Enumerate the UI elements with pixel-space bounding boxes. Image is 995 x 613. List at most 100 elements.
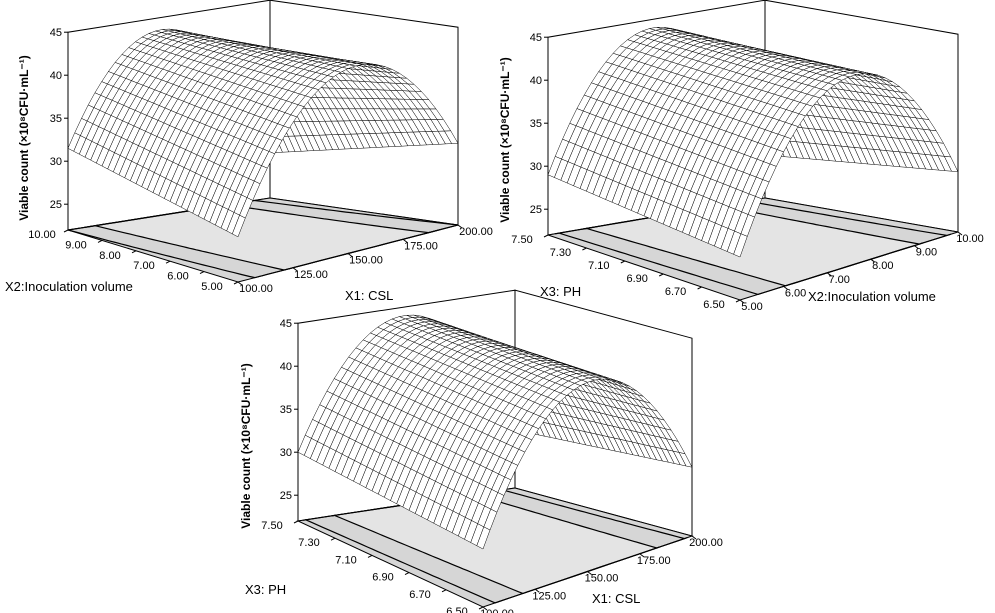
y-tick-label: 7.50 [511, 234, 532, 246]
z-tick-label: 40 [530, 75, 542, 87]
z-tick-label: 25 [530, 204, 542, 216]
x-tick [237, 281, 243, 286]
x-axis-label: X2:Inoculation volume [808, 289, 936, 304]
z-tick-label: 45 [280, 318, 292, 330]
x-tick [587, 571, 592, 575]
y-tick-label: 6.90 [626, 273, 647, 285]
y-tick [233, 281, 239, 285]
surface-mesh [297, 314, 693, 550]
y-tick-label: 9.00 [65, 239, 86, 251]
x-tick-label: 175.00 [404, 240, 438, 252]
z-tick-label: 40 [50, 70, 62, 82]
y-tick [131, 250, 137, 254]
x-tick-label: 125.00 [532, 590, 566, 602]
x-tick [292, 267, 298, 272]
x-tick-label: 125.00 [294, 269, 328, 281]
y-tick-label: 8.00 [99, 250, 120, 262]
y-tick-label: 7.30 [550, 247, 571, 259]
surface-plot-bottom: 25 30 35 40 45 100.00 125.00 150.00 175.00 200.00… [239, 289, 723, 613]
x-tick-label: 10.00 [956, 233, 984, 245]
z-axis-label: Viable count (×10⁸CFU·mL⁻¹) [239, 363, 253, 528]
y-tick-label: 5.00 [201, 281, 222, 293]
surface-mesh [547, 27, 959, 258]
y-tick [735, 299, 741, 303]
y-tick-label: 6.70 [409, 589, 430, 601]
y-tick [293, 520, 299, 524]
y-tick [658, 273, 664, 277]
z-tick-label: 30 [50, 156, 62, 168]
x-tick [957, 231, 963, 236]
z-tick-label: 25 [280, 490, 292, 502]
y-tick-label: 7.00 [133, 260, 154, 272]
y-tick-label: 7.10 [335, 554, 356, 566]
x-tick [639, 553, 645, 558]
z-tick-label: 25 [50, 199, 62, 211]
y-tick [441, 589, 447, 593]
surface-plot-top-right: 25 30 35 40 45 5.00 6.00 7.00 8.00 9.00 10.00 6.50 6… [498, 0, 984, 313]
x-tick [402, 238, 408, 243]
z-axis-label: Viable count (×10⁸CFU·mL⁻¹) [498, 57, 512, 222]
y-tick [367, 554, 373, 558]
y-tick [620, 260, 626, 264]
y-tick [330, 537, 336, 541]
y-tick [543, 234, 549, 238]
x-tick [534, 588, 540, 593]
surface-cell [476, 526, 491, 550]
x-tick [739, 299, 745, 304]
y-axis-label: X3: PH [245, 582, 286, 597]
x-tick-label: 6.00 [785, 287, 806, 299]
surface-cell [231, 214, 246, 238]
y-tick-label: 6.00 [167, 271, 188, 283]
y-tick [478, 606, 484, 610]
x-tick-label: 175.00 [637, 555, 671, 567]
x-tick [783, 285, 788, 290]
x-tick-label: 150.00 [585, 573, 619, 585]
y-tick-label: 7.30 [298, 537, 319, 549]
x-tick-label: 100.00 [239, 283, 273, 295]
y-axis-label: X2:Inoculation volume [5, 279, 133, 294]
y-tick-label: 6.50 [703, 299, 724, 311]
x-tick-label: 100.00 [480, 608, 514, 613]
y-axis-label: X3: PH [540, 284, 581, 299]
x-tick-label: 7.00 [828, 274, 849, 286]
y-tick-label: 7.10 [588, 260, 609, 272]
y-tick [63, 229, 69, 233]
x-tick [457, 224, 463, 229]
z-tick-label: 45 [530, 32, 542, 44]
y-tick [404, 572, 410, 576]
z-axis-label: Viable count (×10⁸CFU·mL⁻¹) [17, 55, 31, 220]
z-tick-label: 35 [280, 404, 292, 416]
floor-contour [67, 199, 459, 279]
x-tick-label: 200.00 [459, 226, 493, 238]
x-tick-label: 8.00 [872, 260, 893, 272]
x-tick [826, 272, 832, 277]
z-tick-label: 30 [530, 161, 542, 173]
surface-cell [733, 233, 748, 258]
z-tick-label: 45 [50, 27, 62, 39]
y-tick-label: 6.70 [665, 286, 686, 298]
x-axis-label: X1: CSL [592, 591, 640, 606]
y-tick [165, 260, 171, 264]
x-tick-label: 150.00 [349, 255, 383, 267]
y-tick [582, 247, 587, 251]
z-tick-label: 40 [280, 361, 292, 373]
y-tick-label: 7.50 [261, 520, 282, 532]
y-tick [97, 239, 103, 243]
x-axis-label: X1: CSL [345, 288, 393, 303]
surface-mesh [67, 28, 459, 238]
z-tick-label: 35 [530, 118, 542, 130]
y-tick-label: 10.00 [28, 229, 56, 241]
y-tick-label: 6.50 [446, 606, 467, 613]
x-tick [870, 258, 876, 263]
y-tick [697, 286, 702, 290]
x-tick-label: 5.00 [741, 301, 762, 313]
y-tick-label: 6.90 [372, 572, 393, 584]
z-tick-label: 35 [50, 113, 62, 125]
y-tick [199, 271, 205, 275]
surface-plot-top-left: 25 30 35 40 45 100.00 125.00 150.00 175.00 200.00… [5, 0, 493, 303]
x-tick-label: 9.00 [916, 247, 937, 259]
z-tick-label: 30 [280, 447, 292, 459]
x-tick [914, 245, 919, 250]
x-tick [347, 253, 353, 257]
